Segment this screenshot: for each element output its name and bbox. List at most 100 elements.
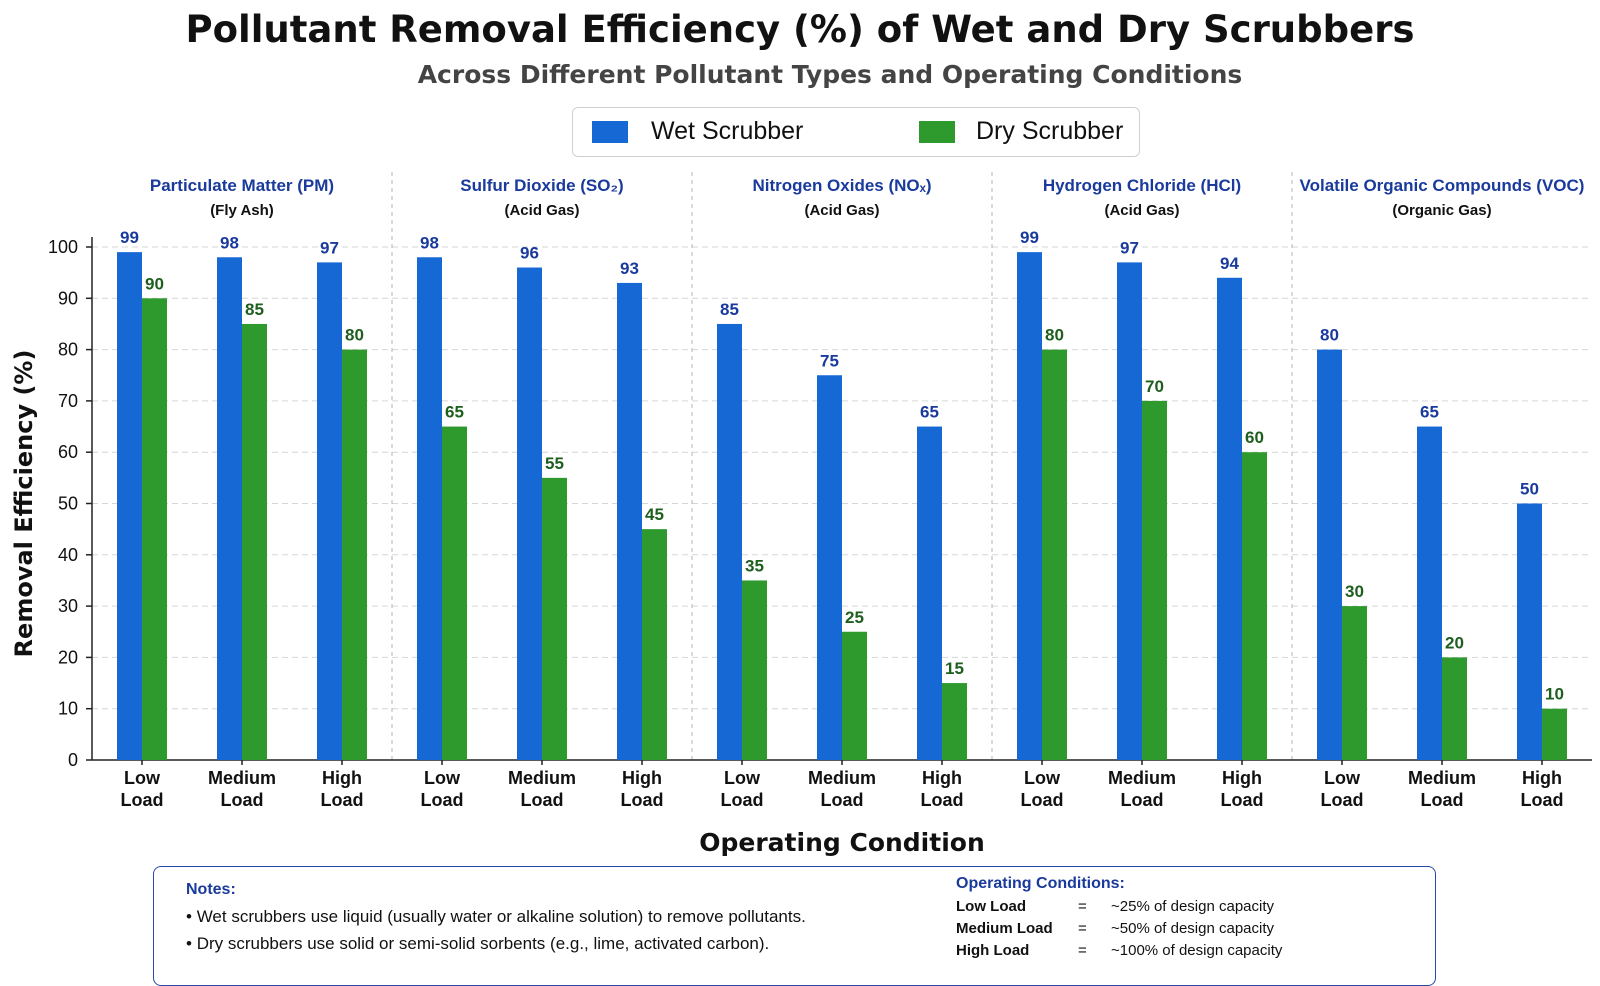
x-tick-label-line2: Load [821, 790, 864, 810]
bar-wet [717, 323, 742, 760]
data-label-wet: 96 [520, 244, 539, 263]
x-tick-label-line1: Medium [1108, 768, 1176, 788]
bar-dry [642, 529, 667, 760]
bar-dry [142, 298, 167, 760]
x-tick-label-line1: High [922, 768, 962, 788]
group-title: Volatile Organic Compounds (VOC) [1300, 176, 1585, 195]
x-tick-label-line1: Low [724, 768, 761, 788]
bar-wet [617, 282, 642, 760]
x-tick-label-line1: Low [1024, 768, 1061, 788]
bar-wet [317, 262, 342, 760]
bar-wet [1117, 262, 1142, 760]
group-title: Sulfur Dioxide (SO₂) [460, 176, 623, 195]
legend-swatch-dry [919, 121, 955, 143]
x-tick-label-line2: Load [1521, 790, 1564, 810]
x-tick-label-line2: Load [421, 790, 464, 810]
bar-wet [517, 267, 542, 760]
data-label-wet: 65 [920, 403, 939, 422]
bar-wet [917, 426, 942, 760]
x-tick-label-line1: Medium [1408, 768, 1476, 788]
x-tick-label-line1: High [322, 768, 362, 788]
data-label-dry: 80 [345, 326, 364, 345]
y-tick-label: 70 [58, 391, 78, 411]
x-tick-label-line2: Load [921, 790, 964, 810]
x-tick-label-line2: Load [321, 790, 364, 810]
data-label-dry: 70 [1145, 377, 1164, 396]
group-title: Nitrogen Oxides (NOₓ) [752, 176, 931, 195]
x-tick-label-line2: Load [1421, 790, 1464, 810]
condition-term: Low Load [956, 898, 1026, 915]
x-tick-label-line2: Load [221, 790, 264, 810]
data-label-wet: 94 [1220, 254, 1239, 273]
data-label-dry: 65 [445, 403, 464, 422]
x-tick-label-line1: Low [1324, 768, 1361, 788]
data-label-dry: 30 [1345, 582, 1364, 601]
bar-wet [217, 257, 242, 760]
data-label-dry: 60 [1245, 428, 1264, 447]
x-tick-label-line2: Load [1121, 790, 1164, 810]
data-label-dry: 10 [1545, 685, 1564, 704]
x-tick-label-line2: Load [521, 790, 564, 810]
bar-dry [1242, 452, 1267, 760]
bar-dry [942, 683, 967, 760]
group-title: Hydrogen Chloride (HCl) [1043, 176, 1241, 195]
y-axis-title: Removal Efficiency (%) [10, 350, 38, 658]
data-label-dry: 90 [145, 274, 164, 293]
note-item: • Dry scrubbers use solid or semi-solid … [186, 934, 770, 953]
data-label-wet: 50 [1520, 480, 1539, 499]
bar-dry [242, 323, 267, 760]
group-subtitle: (Organic Gas) [1392, 202, 1491, 219]
y-tick-label: 50 [58, 494, 78, 514]
data-label-wet: 99 [1020, 228, 1039, 247]
note-item: • Wet scrubbers use liquid (usually wate… [186, 907, 806, 926]
bar-wet [817, 375, 842, 760]
data-label-wet: 80 [1320, 326, 1339, 345]
data-label-dry: 35 [745, 556, 764, 575]
condition-description: ~50% of design capacity [1111, 920, 1275, 937]
notes-heading: Notes: [186, 881, 236, 898]
chart-subtitle: Across Different Pollutant Types and Ope… [417, 60, 1243, 89]
x-tick-label-line2: Load [621, 790, 664, 810]
legend-label-dry: Dry Scrubber [976, 117, 1124, 145]
y-tick-label: 90 [58, 288, 78, 308]
x-tick-label-line1: Low [424, 768, 461, 788]
data-label-dry: 80 [1045, 326, 1064, 345]
condition-equals: = [1078, 898, 1087, 915]
note-item-text: Dry scrubbers use solid or semi-solid so… [196, 934, 770, 953]
data-label-dry: 25 [845, 608, 864, 627]
bar-wet [1517, 503, 1542, 760]
bar-wet [1017, 252, 1042, 760]
y-tick-label: 10 [58, 699, 78, 719]
data-label-wet: 97 [320, 238, 339, 257]
group-subtitle: (Acid Gas) [504, 202, 579, 219]
notes-box: Notes: • Wet scrubbers use liquid (usual… [153, 866, 1436, 986]
x-tick-label-line1: Medium [208, 768, 276, 788]
data-label-dry: 45 [645, 505, 664, 524]
x-tick-label-line1: Low [124, 768, 161, 788]
group-subtitle: (Acid Gas) [804, 202, 879, 219]
y-tick-label: 100 [48, 237, 78, 257]
y-tick-label: 80 [58, 340, 78, 360]
y-tick-label: 60 [58, 442, 78, 462]
note-item-text: Wet scrubbers use liquid (usually water … [196, 907, 806, 926]
condition-term: Medium Load [956, 920, 1053, 937]
x-axis-title: Operating Condition [699, 828, 985, 857]
data-label-wet: 98 [420, 233, 439, 252]
x-tick-label-line1: High [1222, 768, 1262, 788]
condition-description: ~100% of design capacity [1111, 942, 1283, 959]
group-subtitle: (Acid Gas) [1104, 202, 1179, 219]
x-tick-label-line2: Load [121, 790, 164, 810]
x-tick-label-line2: Load [1021, 790, 1064, 810]
y-tick-label: 40 [58, 545, 78, 565]
group-subtitle: (Fly Ash) [210, 202, 274, 219]
bar-chart: 0 10 20 30 40 50 60 70 80 90 100 Particulate Matter… [10, 172, 1592, 857]
operating-conditions-heading: Operating Conditions: [956, 875, 1125, 892]
data-label-dry: 55 [545, 454, 564, 473]
x-tick-label-line1: High [622, 768, 662, 788]
condition-term: High Load [956, 942, 1030, 959]
y-tick-label: 20 [58, 647, 78, 667]
y-tick-label: 0 [68, 750, 78, 770]
condition-equals: = [1078, 920, 1087, 937]
data-label-wet: 99 [120, 228, 139, 247]
y-tick-label: 30 [58, 596, 78, 616]
